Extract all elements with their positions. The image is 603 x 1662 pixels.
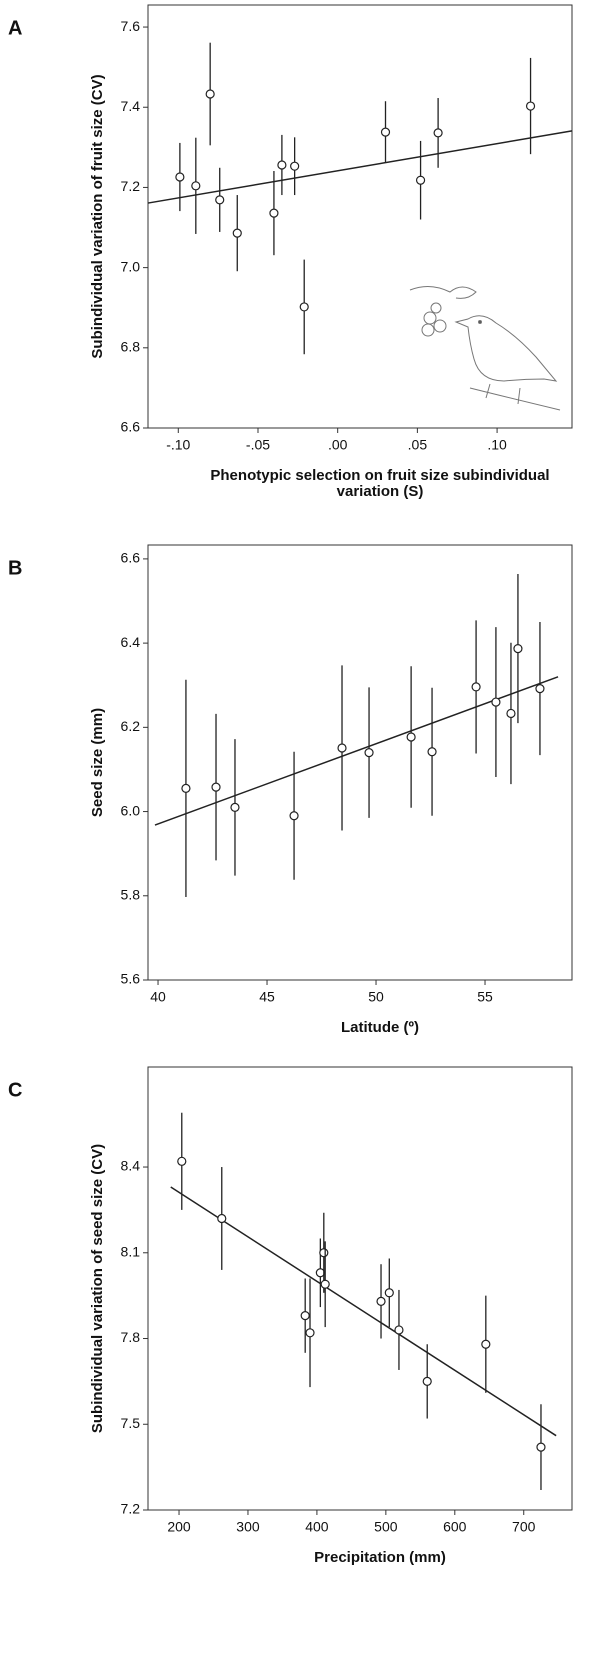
data-point [525, 101, 536, 111]
panel-label: C [8, 1079, 22, 1101]
panel-label: A [8, 17, 22, 39]
y-tick-label: 6.4 [121, 634, 141, 650]
berry [430, 302, 442, 314]
data-point [175, 172, 185, 182]
x-tick-label: 300 [236, 1519, 260, 1535]
data-point [384, 1288, 394, 1298]
y-tick-label: 6.6 [121, 550, 141, 566]
leaf-sketch [409, 286, 477, 299]
branch-sketch [469, 383, 561, 411]
data-point [394, 1325, 404, 1335]
x-tick-label: .05 [408, 437, 428, 453]
data-point [481, 1339, 491, 1349]
bird-eye [478, 320, 482, 324]
data-point [513, 643, 523, 654]
y-tick-label: 7.4 [121, 98, 141, 114]
y-tick-label: 7.2 [121, 1501, 141, 1517]
data-point [300, 1311, 310, 1321]
trend-line [147, 130, 573, 204]
x-tick-label: .00 [328, 437, 348, 453]
y-tick-label: 5.6 [121, 971, 141, 987]
data-point [406, 732, 416, 742]
y-axis-label: Seed size (mm) [89, 708, 106, 817]
x-tick-label: 200 [167, 1519, 191, 1535]
data-point [535, 683, 545, 694]
x-tick-label: .10 [487, 437, 507, 453]
data-point [471, 682, 481, 692]
y-tick-label: 7.0 [121, 258, 141, 274]
plot-frame [147, 4, 573, 429]
data-point [211, 782, 221, 792]
y-tick-label: 7.8 [121, 1329, 141, 1345]
y-tick-label: 5.8 [121, 886, 141, 902]
y-tick-label: 7.2 [121, 178, 141, 194]
x-tick-label: 500 [374, 1519, 398, 1535]
y-tick-label: 7.6 [121, 18, 141, 34]
data-point [290, 161, 300, 171]
x-tick-label: 45 [259, 989, 275, 1005]
data-point [427, 747, 437, 757]
y-tick-label: 6.6 [121, 419, 141, 435]
y-tick-label: 6.0 [121, 802, 141, 818]
x-tick-label: 700 [512, 1519, 536, 1535]
data-point [215, 195, 225, 205]
data-point [380, 127, 391, 137]
bird-illustration [409, 286, 561, 411]
data-point [289, 811, 299, 821]
x-axis-label: variation (S) [337, 483, 424, 500]
data-point [319, 1248, 329, 1258]
y-tick-label: 6.2 [121, 718, 141, 734]
plot-frame [147, 1066, 573, 1511]
data-point [232, 228, 242, 238]
bird-body [454, 315, 558, 382]
data-point [364, 748, 374, 758]
x-axis-label: Precipitation (mm) [314, 1549, 446, 1566]
berry [423, 311, 437, 325]
x-tick-label: 40 [150, 989, 166, 1005]
data-point [177, 1156, 187, 1166]
x-tick-label: 400 [305, 1519, 329, 1535]
data-point [422, 1376, 432, 1386]
data-point [536, 1442, 546, 1452]
y-axis-label: Subindividual variation of seed size (CV… [89, 1144, 106, 1433]
panel-label: B [8, 557, 22, 579]
data-point [277, 160, 287, 170]
data-point [191, 181, 201, 191]
data-point [205, 89, 215, 99]
data-point [299, 302, 309, 312]
data-point [305, 1328, 315, 1338]
x-axis-label: Phenotypic selection on fruit size subin… [210, 467, 549, 484]
berry [433, 319, 447, 333]
y-tick-label: 6.8 [121, 339, 141, 355]
y-tick-label: 8.4 [121, 1158, 141, 1174]
data-point [433, 128, 443, 138]
data-point [320, 1279, 330, 1289]
y-tick-label: 7.5 [121, 1415, 141, 1431]
x-tick-label: 600 [443, 1519, 467, 1535]
x-tick-label: -.05 [246, 437, 270, 453]
x-axis-label: Latitude (º) [341, 1019, 419, 1036]
x-tick-label: 55 [477, 989, 493, 1005]
y-tick-label: 8.1 [121, 1243, 141, 1259]
data-point [217, 1213, 227, 1224]
data-point [181, 783, 191, 793]
data-point [337, 743, 347, 753]
data-point [376, 1296, 386, 1306]
trend-line [170, 1186, 557, 1437]
data-point [491, 697, 501, 707]
y-axis-label: Subindividual variation of fruit size (C… [89, 74, 106, 358]
data-point [230, 802, 240, 812]
trend-line [154, 676, 559, 826]
plot-frame [147, 544, 573, 981]
x-tick-label: -.10 [166, 437, 190, 453]
x-tick-label: 50 [368, 989, 384, 1005]
data-point [506, 708, 516, 719]
data-point [415, 175, 426, 185]
data-point [269, 208, 279, 218]
berry [421, 323, 435, 337]
